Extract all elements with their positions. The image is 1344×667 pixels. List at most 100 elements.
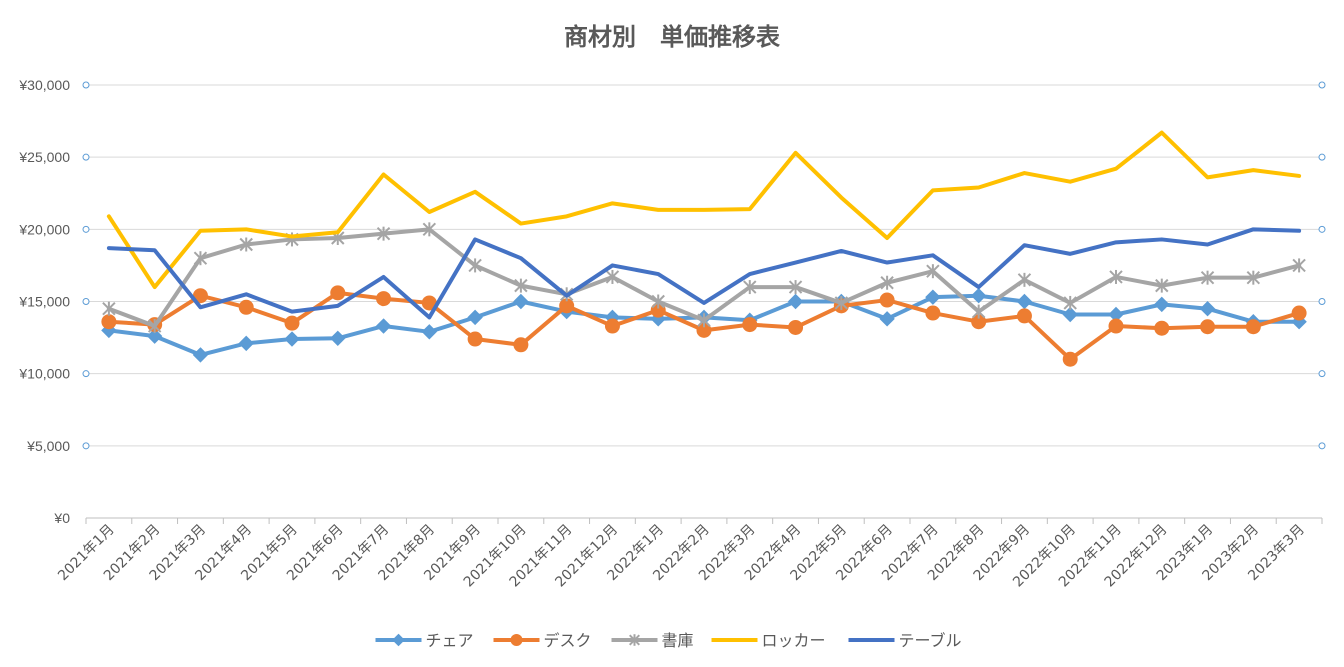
data-point [468, 258, 482, 273]
legend-item: デスク [493, 631, 592, 650]
data-point [1109, 269, 1123, 284]
data-point [971, 314, 987, 330]
data-point [1200, 319, 1216, 335]
data-point [1062, 306, 1078, 323]
gridline-handle-right [1318, 153, 1326, 161]
data-point [1155, 278, 1169, 293]
data-point [375, 318, 392, 334]
data-point [880, 275, 894, 290]
data-point [510, 634, 523, 646]
data-point [1246, 270, 1261, 285]
legend-item: テーブル [848, 631, 962, 650]
series-1 [101, 285, 1307, 367]
data-point [376, 291, 392, 307]
data-point [1154, 320, 1170, 336]
data-point [971, 304, 986, 319]
data-point [743, 280, 757, 295]
y-tick-label: ¥15,000 [18, 294, 70, 310]
data-point [238, 335, 254, 352]
data-point [421, 295, 437, 311]
data-point [284, 315, 300, 331]
data-point [467, 331, 483, 347]
data-point [696, 322, 712, 338]
series-group [101, 130, 1307, 367]
legend-label: デスク [544, 631, 592, 650]
data-point [147, 319, 162, 334]
gridline-handle-left [82, 370, 90, 378]
series-3 [106, 130, 1302, 290]
data-point [1245, 319, 1261, 335]
data-point [1016, 293, 1033, 310]
gridline-handle-left [82, 442, 90, 450]
data-point [101, 314, 117, 330]
data-point [1016, 308, 1032, 324]
legend-label: 書庫 [662, 631, 694, 650]
data-point [970, 288, 987, 304]
data-point [559, 298, 575, 314]
y-tick-label: ¥5,000 [26, 438, 70, 454]
gridlines [82, 81, 1326, 450]
data-point [422, 222, 437, 237]
data-point [1062, 351, 1078, 367]
data-point [392, 633, 405, 647]
data-point [1154, 296, 1170, 313]
series-line [106, 227, 1302, 320]
data-point [239, 237, 253, 252]
legend-item: チェア [375, 631, 474, 650]
data-point [467, 309, 483, 326]
gridline-handle-left [82, 153, 90, 161]
data-point [604, 318, 620, 334]
gridline-handle-right [1318, 370, 1326, 378]
y-tick-label: ¥10,000 [18, 366, 70, 382]
data-point [742, 317, 758, 333]
data-point [879, 311, 895, 327]
y-tick-label: ¥20,000 [18, 221, 70, 237]
gridline-handle-right [1318, 225, 1326, 233]
data-point [925, 289, 941, 305]
x-axis: 2021年1月2021年2月2021年3月2021年4月2021年5月2021年… [55, 517, 1323, 590]
data-point [146, 328, 163, 344]
data-point [1108, 318, 1124, 334]
data-point [788, 280, 803, 295]
data-point [1063, 295, 1077, 310]
gridline-handle-right [1318, 81, 1326, 89]
data-point [330, 285, 346, 301]
data-point [376, 226, 391, 241]
legend-label: チェア [426, 631, 474, 650]
gridline-handle-left [82, 81, 90, 89]
y-tick-label: ¥30,000 [18, 77, 70, 93]
data-point [330, 330, 346, 347]
data-point [1292, 258, 1306, 273]
data-point [1017, 272, 1032, 287]
data-point [284, 331, 300, 347]
y-axis: ¥0 ¥5,000 ¥10,000 ¥15,000 ¥20,000 ¥25,000 ¥30,… [18, 77, 70, 526]
data-point [788, 319, 804, 335]
data-point [192, 347, 209, 363]
gridline-handle-right [1318, 298, 1326, 305]
data-point [513, 337, 529, 353]
data-point [1200, 270, 1215, 285]
series-2 [102, 222, 1306, 334]
gridline-handle-left [82, 225, 90, 233]
data-point [1291, 305, 1307, 321]
gridline-handle-left [82, 298, 90, 305]
gridline-handle-right [1318, 442, 1326, 450]
data-point [697, 313, 711, 328]
legend: チェア デスク 書庫 ロッカー テーブル [375, 631, 962, 650]
data-point [605, 269, 620, 284]
legend-label: テーブル [899, 631, 962, 650]
legend-item: 書庫 [611, 631, 694, 650]
y-tick-label: ¥25,000 [18, 149, 70, 165]
data-point [1199, 301, 1216, 317]
series-line [106, 130, 1302, 290]
data-point [238, 299, 254, 315]
data-point [513, 293, 529, 310]
data-point [651, 294, 665, 309]
data-point [926, 264, 940, 279]
data-point [787, 293, 804, 310]
data-point [193, 251, 208, 266]
legend-label: ロッカー [762, 631, 826, 650]
data-point [102, 301, 116, 316]
